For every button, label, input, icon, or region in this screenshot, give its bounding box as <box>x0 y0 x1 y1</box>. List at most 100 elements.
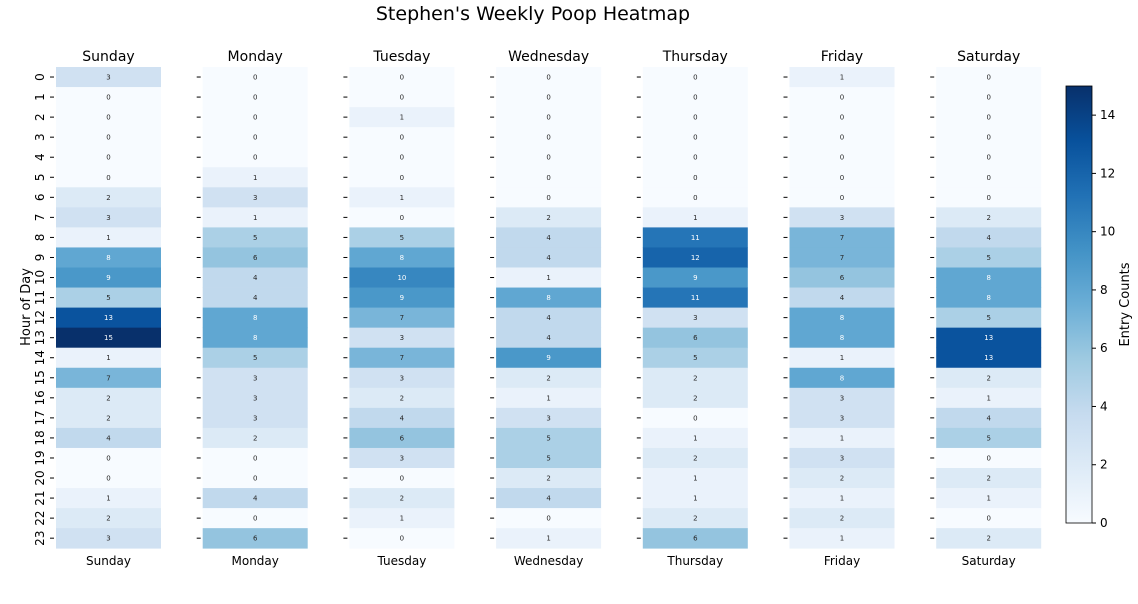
heatmap-cell <box>789 247 895 268</box>
cell-value-label: 1 <box>106 354 110 362</box>
cell-value-label: 3 <box>106 74 110 82</box>
heatmap-cell <box>642 167 748 188</box>
heatmap-cell <box>496 187 602 208</box>
cell-value-label: 2 <box>986 535 990 543</box>
cell-value-label: 0 <box>400 74 404 82</box>
cell-value-label: 3 <box>693 314 697 322</box>
cell-value-label: 5 <box>400 234 404 242</box>
cell-value-label: 0 <box>840 174 844 182</box>
cell-value-label: 4 <box>546 234 551 242</box>
heatmap-cell <box>936 508 1042 529</box>
heatmap-cell <box>936 227 1042 248</box>
cell-value-label: 0 <box>253 475 257 483</box>
heatmap-cell <box>56 427 161 449</box>
cell-value-label: 7 <box>106 374 110 382</box>
heatmap-cell <box>789 107 895 128</box>
heatmap-cell <box>202 528 308 549</box>
heatmap-cell <box>56 187 161 208</box>
heatmap-cell <box>936 447 1042 469</box>
heatmap-cell <box>642 488 748 509</box>
heatmap-cell <box>496 207 602 228</box>
y-tick-label: 1 <box>33 93 47 101</box>
y-axis-label: Hour of Day <box>19 268 34 346</box>
heatmap-cell <box>496 367 602 389</box>
heatmap-cell <box>936 107 1042 128</box>
cell-value-label: 0 <box>693 134 697 142</box>
cell-value-label: 0 <box>693 74 697 82</box>
heatmap-cell <box>496 287 602 308</box>
heatmap-cell <box>349 387 455 409</box>
heatmap-cell <box>349 187 455 208</box>
heatmap-cell <box>789 387 895 409</box>
cell-value-label: 0 <box>546 94 550 102</box>
cell-value-label: 2 <box>840 515 844 523</box>
heatmap-cell <box>496 528 602 549</box>
heatmap-cell <box>642 207 748 228</box>
cell-value-label: 4 <box>253 294 258 302</box>
cell-value-label: 0 <box>400 535 404 543</box>
cell-value-label: 0 <box>106 134 110 142</box>
colorbar-tick-label: 12 <box>1100 166 1115 180</box>
colorbar-tick-label: 2 <box>1100 458 1108 472</box>
panel-saturday: Saturday Saturday 0 0 0 0 0 0 0 2 4 5 8 8 5 13 13 2 1 4 5 0 2 1… <box>930 49 1042 568</box>
y-tick-label: 2 <box>33 113 47 121</box>
heatmap-cell <box>789 67 895 88</box>
heatmap-cell <box>496 227 602 248</box>
heatmap-cell <box>349 447 455 469</box>
heatmap-cell <box>496 127 602 148</box>
cell-value-label: 0 <box>546 134 550 142</box>
cell-value-label: 13 <box>104 314 113 322</box>
heatmap-cell <box>496 107 602 128</box>
cell-value-label: 13 <box>984 334 993 342</box>
cell-value-label: 2 <box>986 374 990 382</box>
heatmap-cell <box>936 67 1042 88</box>
cell-value-label: 5 <box>986 314 990 322</box>
y-tick-label: 3 <box>33 133 47 141</box>
cell-value-label: 4 <box>546 334 551 342</box>
cell-value-label: 0 <box>840 194 844 202</box>
cell-value-label: 0 <box>106 154 110 162</box>
cell-value-label: 5 <box>253 354 257 362</box>
cell-value-label: 3 <box>400 374 404 382</box>
cell-value-label: 10 <box>397 274 406 282</box>
cell-value-label: 2 <box>106 515 110 523</box>
heatmap-cell <box>56 87 161 108</box>
heatmap-cell <box>202 267 308 288</box>
heatmap-cell <box>56 468 161 489</box>
heatmap-cell <box>642 287 748 308</box>
cell-value-label: 5 <box>986 254 990 262</box>
heatmap-cell <box>936 307 1042 329</box>
cell-value-label: 0 <box>986 114 990 122</box>
cell-value-label: 1 <box>693 475 697 483</box>
heatmap-cell <box>349 427 455 449</box>
colorbar-tick-label: 10 <box>1100 225 1115 239</box>
cell-value-label: 2 <box>693 515 697 523</box>
heatmap-cell <box>349 367 455 389</box>
cell-value-label: 3 <box>840 394 844 402</box>
heatmap-cell <box>496 147 602 168</box>
cell-value-label: 3 <box>546 414 550 422</box>
cell-value-label: 2 <box>106 414 110 422</box>
cell-value-label: 0 <box>106 454 110 462</box>
cell-value-label: 1 <box>546 274 550 282</box>
heatmap-cell <box>789 187 895 208</box>
cell-value-label: 0 <box>546 174 550 182</box>
cell-value-label: 4 <box>106 434 111 442</box>
heatmap-cell <box>349 147 455 168</box>
heatmap-cell <box>496 508 602 529</box>
heatmap-cell <box>56 67 161 88</box>
cell-value-label: 2 <box>693 374 697 382</box>
y-tick-label: 7 <box>33 214 47 222</box>
heatmap-cell <box>936 367 1042 389</box>
heatmap-cell <box>202 468 308 489</box>
heatmap-cell <box>789 427 895 449</box>
heatmap-cell <box>349 107 455 128</box>
cell-value-label: 8 <box>840 334 844 342</box>
heatmap-cell <box>789 327 895 349</box>
heatmap-cell <box>642 427 748 449</box>
cell-value-label: 1 <box>400 194 404 202</box>
cell-value-label: 4 <box>840 294 845 302</box>
panel-title: Wednesday <box>508 49 589 65</box>
